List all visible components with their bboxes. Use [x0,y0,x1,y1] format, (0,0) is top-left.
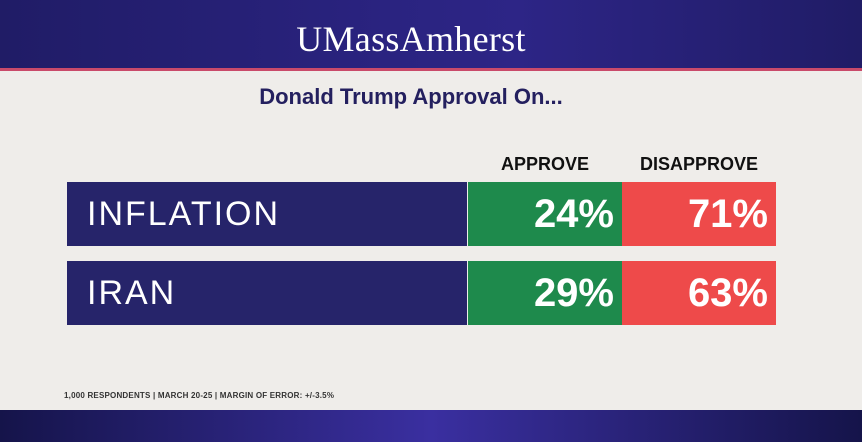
column-header-approve: APPROVE [500,154,590,174]
approve-value-inflation: 24% [468,182,622,246]
footer-band [0,410,862,442]
table-row-inflation: INFLATION 24% 71% [67,182,776,246]
approve-value-iran: 29% [468,261,622,325]
table-row-iran: IRAN 29% 63% [67,261,776,325]
disapprove-value-iran: 63% [622,261,776,325]
chart-title: Donald Trump Approval On... [259,84,563,109]
header-band [0,0,862,71]
row-label-inflation: INFLATION [67,182,467,246]
footnote: 1,000 RESPONDENTS | MARCH 20-25 | MARGIN… [64,391,335,400]
column-header-disapprove: DISAPPROVE [639,154,759,174]
disapprove-value-inflation: 71% [622,182,776,246]
row-label-iran: IRAN [67,261,467,325]
brand-logo: UMassAmherst [296,19,526,59]
